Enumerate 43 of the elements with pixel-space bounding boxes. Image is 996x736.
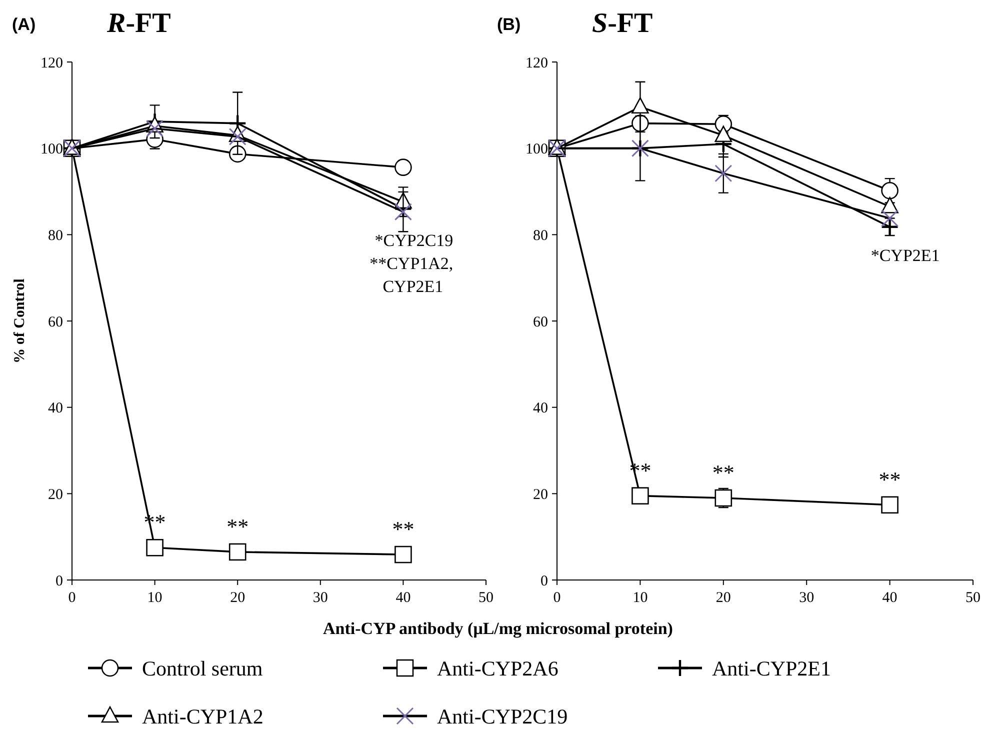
x-tick-label: 0 [553,590,561,606]
x-tick-label: 0 [68,590,76,606]
x-tick-label: 20 [716,590,731,606]
x-tick-label: 50 [478,590,494,606]
y-tick-label: 80 [48,228,63,244]
x-tick-label: 20 [230,590,246,606]
annotation: *CYP2C19 **CYP1A2, CYP2E1 [370,230,454,296]
y-tick-label: 60 [533,314,548,330]
y-tick-label: 60 [48,314,63,330]
y-tick-label: 80 [533,228,548,244]
x-tick-label: 50 [966,590,980,606]
x-tick-label: 40 [396,590,411,606]
y-tick-label: 100 [526,142,548,158]
y-tick-label: 120 [40,55,63,72]
text: (A) [12,15,36,34]
chart-title: S-FT [592,8,654,39]
y-axis-title: % of Control [12,278,28,364]
legend-label: Control serum [142,656,263,680]
x-tick-label: 10 [632,590,648,606]
y-tick-label: 0 [540,573,548,590]
x-tick-label: 40 [882,590,898,606]
annotation: ** [878,466,901,492]
x-tick-label: 10 [147,590,162,606]
legend-label: Anti-CYP2C19 [437,704,568,728]
legend-label: Anti-CYP2A6 [437,656,558,680]
y-tick-label: 40 [533,400,548,417]
annotation: ** [392,516,414,542]
text: (B) [497,15,521,34]
y-tick-label: 20 [533,486,548,503]
annotation: *CYP2E1 [870,246,940,265]
y-tick-label: 40 [48,400,63,417]
y-tick-label: 20 [48,486,63,503]
legend-label: Anti-CYP1A2 [142,704,264,728]
x-axis-title: Anti-CYP antibody (μL/mg microsomal protein) [323,619,673,638]
x-tick-label: 30 [799,590,814,606]
y-tick-label: 100 [40,142,63,158]
annotation: ** [712,460,734,485]
y-tick-label: 120 [526,55,548,72]
annotation: ** [226,514,249,539]
y-tick-label: 0 [56,573,63,590]
legend-label: Anti-CYP2E1 [712,656,832,680]
x-tick-label: 30 [312,590,328,606]
chart-title: R-FT [106,8,172,39]
